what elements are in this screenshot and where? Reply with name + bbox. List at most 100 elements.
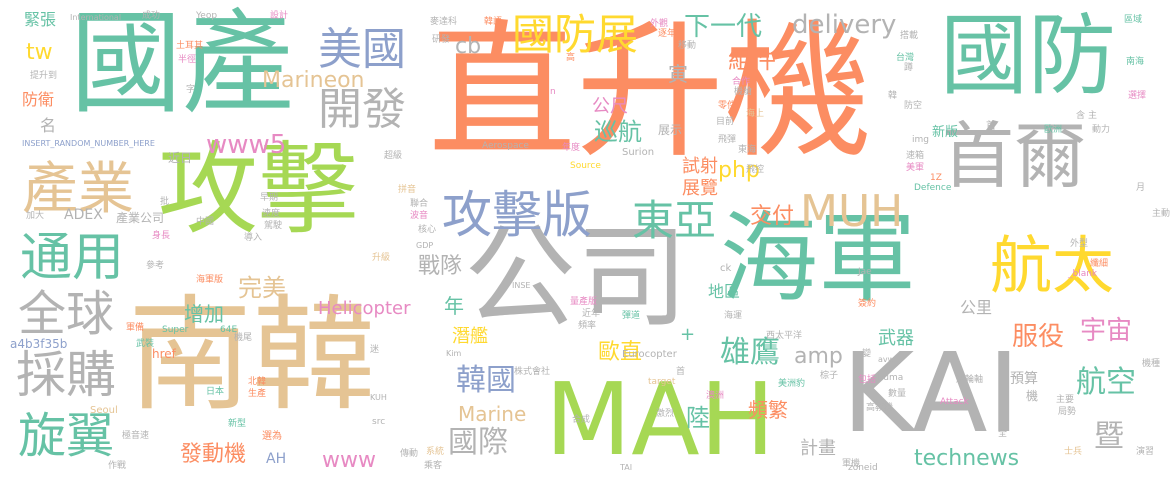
word: 飛彈 <box>718 135 737 145</box>
word: 武裝 <box>136 339 155 349</box>
word: 國際 <box>448 425 508 460</box>
word: _blank <box>1068 269 1098 279</box>
word: 首 <box>986 121 996 132</box>
word: 設計 <box>270 11 289 21</box>
word: 公尺 <box>592 96 628 117</box>
word: Seoul <box>90 405 118 416</box>
word: cb <box>455 34 482 59</box>
word: 傳動 <box>400 449 419 459</box>
word: ck <box>720 263 732 274</box>
word: 海運 <box>724 311 743 321</box>
word: 乘客 <box>424 461 443 471</box>
word: a4b3f35b <box>10 337 68 351</box>
word: 韓國 <box>456 363 516 398</box>
word: 新型 <box>228 419 247 429</box>
word: 年度 <box>562 143 581 153</box>
word: 東亞 <box>632 196 717 245</box>
word: href <box>152 347 176 361</box>
word: 過輪軸 <box>956 375 984 385</box>
word: delivery <box>792 10 897 40</box>
word: 暨 <box>1094 419 1124 454</box>
word: n <box>550 87 556 97</box>
word: 身長 <box>152 231 171 241</box>
word: 拼音 <box>398 185 417 195</box>
word: src <box>372 417 386 427</box>
word: 海軍版 <box>196 275 224 285</box>
word: technews <box>914 446 1020 471</box>
word: Puma <box>878 373 904 383</box>
word: KUH <box>370 393 387 402</box>
word: 發動機 <box>180 442 247 467</box>
word: Defence <box>914 183 952 193</box>
word: 作戰 <box>108 461 127 471</box>
word: 頻率 <box>578 321 597 331</box>
word: 外型 <box>1070 239 1089 249</box>
word: 高教機 <box>866 403 894 413</box>
word: 軍備 <box>126 323 145 333</box>
word: 新版 <box>932 125 959 140</box>
word: 動力 <box>1092 125 1111 135</box>
word: 逐年 <box>658 29 677 39</box>
word: 聯合 <box>410 199 429 209</box>
word: 防空 <box>904 101 923 111</box>
word: 組件 <box>728 46 776 74</box>
word: 研發 <box>432 35 451 45</box>
word: 陸 <box>686 404 710 432</box>
word: 變 <box>862 349 872 359</box>
word: 國防 <box>940 4 1117 107</box>
word: 武器 <box>878 328 914 349</box>
word: 數量 <box>888 389 907 399</box>
word: www <box>322 448 376 473</box>
word: 增加 <box>184 302 224 326</box>
word: 超級 <box>384 151 403 161</box>
word: Helicopter <box>318 298 411 319</box>
word: 速箱 <box>906 151 925 161</box>
word: 外觀 <box>650 19 669 29</box>
word: 預算 <box>1010 371 1038 387</box>
word: 加大 <box>26 211 45 221</box>
word: Attack <box>940 397 969 407</box>
word: 選擇 <box>1128 91 1147 101</box>
word: 全球 <box>18 286 115 342</box>
word: 旋翼 <box>18 408 115 464</box>
word: 機艙 <box>734 87 753 97</box>
word: 合作 <box>732 77 751 87</box>
word: 主要 <box>1056 395 1075 405</box>
word: GDP <box>416 241 434 250</box>
word: 包括 <box>858 375 877 385</box>
word: Kim <box>446 349 462 358</box>
word: 年 <box>444 294 464 318</box>
word: 南韓 <box>128 284 377 428</box>
word: 目前 <box>716 117 735 127</box>
word: 下一代 <box>684 12 763 42</box>
word: 展示 <box>658 123 683 137</box>
word: TAI <box>620 463 633 472</box>
word: 南海 <box>1126 57 1145 67</box>
word: 士兵 <box>1064 447 1083 457</box>
word: International <box>70 13 122 22</box>
word: + <box>680 324 696 345</box>
word: 海上 <box>746 109 765 119</box>
word: zoneid <box>848 463 878 473</box>
word: 緊張 <box>24 10 57 29</box>
word: 機尾 <box>234 333 253 343</box>
word: 名 <box>40 116 57 135</box>
word: 計畫 <box>800 438 836 459</box>
word: 成功 <box>142 11 161 21</box>
word: php <box>718 158 760 183</box>
word: 直升機 <box>428 6 872 178</box>
word: target <box>648 377 676 387</box>
word: 中國 <box>196 217 215 227</box>
word: 採購 <box>16 346 116 404</box>
word: 宇宙 <box>1080 316 1133 346</box>
word: MUH <box>800 186 904 237</box>
word: 首爾 <box>942 114 1087 198</box>
word: 國產 <box>70 0 294 129</box>
word: 通用 <box>20 228 125 288</box>
word: 北韓 <box>248 377 267 387</box>
word: 機種 <box>1142 359 1161 369</box>
word: 航太 <box>990 229 1115 302</box>
word: 日本 <box>206 387 225 397</box>
word: 主 <box>1088 111 1098 121</box>
word: 字 <box>186 85 196 95</box>
